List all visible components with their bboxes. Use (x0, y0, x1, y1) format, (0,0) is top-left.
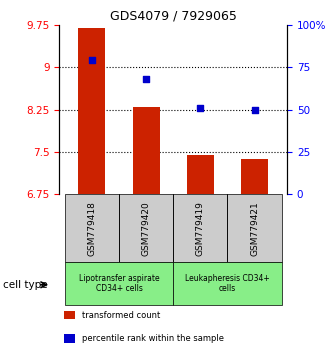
Bar (64, 334, 75, 343)
Point (144, 76, 149, 82)
Bar (241, 159, 268, 194)
Text: percentile rank within the sample: percentile rank within the sample (82, 334, 224, 343)
Text: Leukapheresis CD34+
cells: Leukapheresis CD34+ cells (185, 274, 270, 293)
Point (252, 107, 257, 112)
FancyBboxPatch shape (173, 262, 282, 304)
FancyBboxPatch shape (65, 262, 173, 304)
FancyBboxPatch shape (119, 194, 173, 262)
Text: GSM779418: GSM779418 (87, 201, 96, 256)
Bar (133, 107, 160, 194)
FancyBboxPatch shape (227, 194, 282, 262)
Text: GSM779421: GSM779421 (250, 201, 259, 256)
Text: GSM779420: GSM779420 (142, 201, 150, 256)
Bar (187, 155, 214, 194)
Bar (64, 311, 75, 319)
Point (89, 58, 95, 63)
Point (198, 105, 203, 111)
FancyBboxPatch shape (173, 194, 227, 262)
Text: transformed count: transformed count (82, 310, 160, 320)
Text: GSM779419: GSM779419 (196, 201, 205, 256)
Title: GDS4079 / 7929065: GDS4079 / 7929065 (110, 9, 237, 22)
Text: Lipotransfer aspirate
CD34+ cells: Lipotransfer aspirate CD34+ cells (79, 274, 159, 293)
Text: cell type: cell type (3, 280, 48, 290)
Bar (78, 28, 106, 194)
FancyBboxPatch shape (65, 194, 119, 262)
